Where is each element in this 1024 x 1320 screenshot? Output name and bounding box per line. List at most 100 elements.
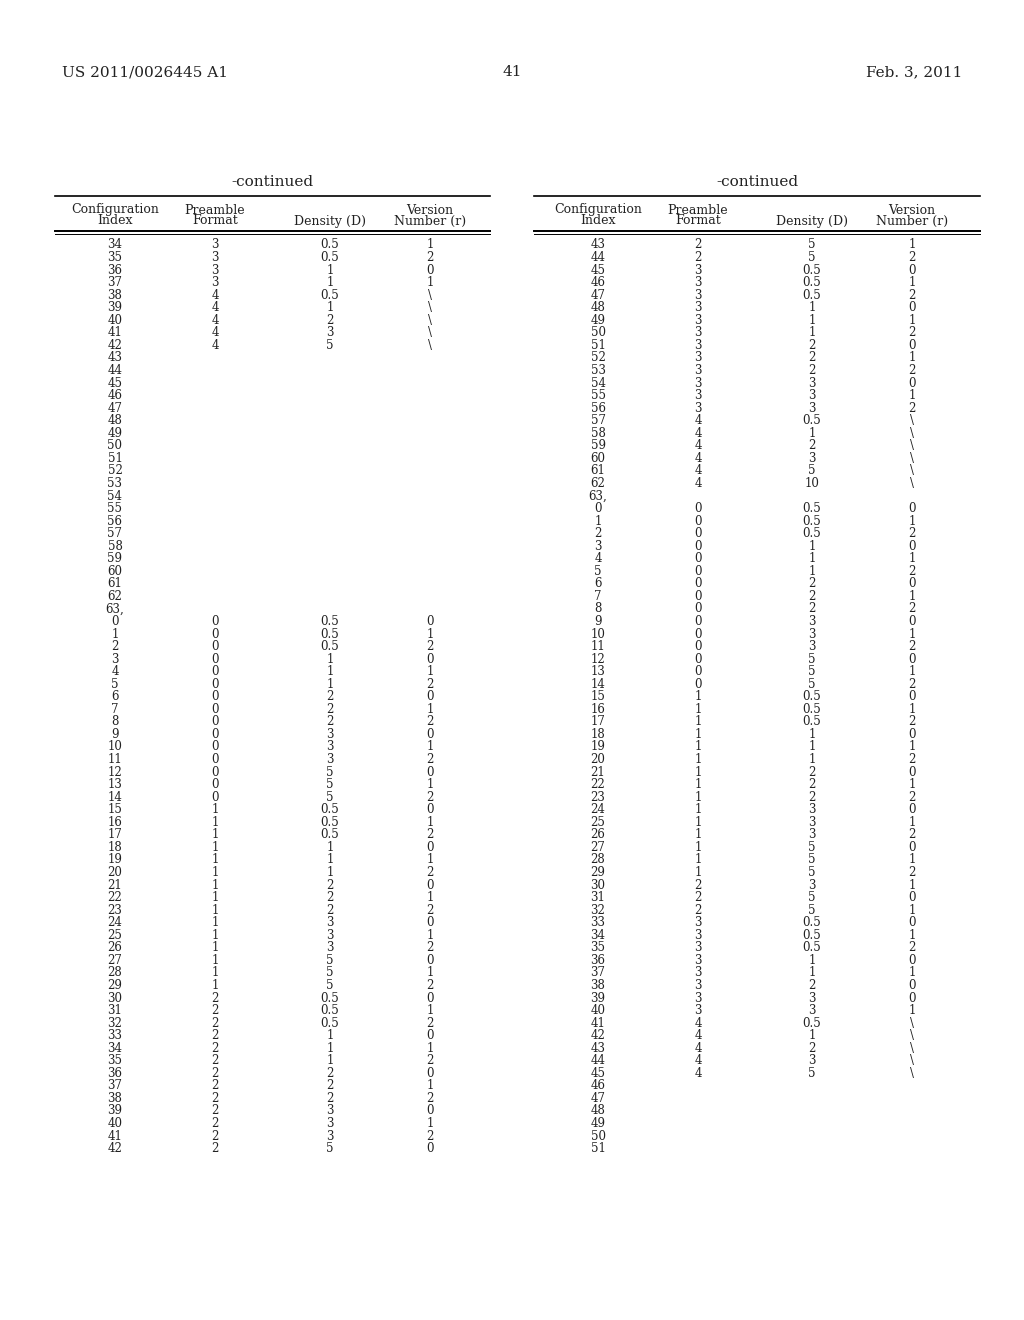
Text: 0: 0 [908, 954, 915, 966]
Text: 2: 2 [211, 1005, 219, 1016]
Text: 40: 40 [108, 314, 123, 327]
Text: 4: 4 [694, 426, 701, 440]
Text: 1: 1 [426, 891, 434, 904]
Text: 2: 2 [694, 251, 701, 264]
Text: 1: 1 [808, 966, 816, 979]
Text: -continued: -continued [231, 176, 313, 189]
Text: 3: 3 [694, 326, 701, 339]
Text: \: \ [428, 301, 432, 314]
Text: 1: 1 [327, 854, 334, 866]
Text: 8: 8 [112, 715, 119, 729]
Text: 2: 2 [808, 440, 816, 453]
Text: 34: 34 [108, 1041, 123, 1055]
Text: 2: 2 [426, 752, 434, 766]
Text: 2: 2 [908, 251, 915, 264]
Text: 1: 1 [211, 929, 219, 941]
Text: 2: 2 [808, 766, 816, 779]
Text: 1: 1 [426, 702, 434, 715]
Text: 0: 0 [694, 565, 701, 578]
Text: 0: 0 [908, 727, 915, 741]
Text: 0: 0 [211, 627, 219, 640]
Text: 25: 25 [591, 816, 605, 829]
Text: 60: 60 [108, 565, 123, 578]
Text: 34: 34 [108, 239, 123, 252]
Text: 0.5: 0.5 [321, 1016, 339, 1030]
Text: 56: 56 [108, 515, 123, 528]
Text: 5: 5 [808, 251, 816, 264]
Text: 2: 2 [908, 941, 915, 954]
Text: 1: 1 [908, 276, 915, 289]
Text: 63,: 63, [105, 602, 124, 615]
Text: 2: 2 [327, 1067, 334, 1080]
Text: 42: 42 [591, 1030, 605, 1043]
Text: 56: 56 [591, 401, 605, 414]
Text: 0: 0 [211, 677, 219, 690]
Text: 4: 4 [211, 289, 219, 302]
Text: 2: 2 [808, 364, 816, 378]
Text: 1: 1 [908, 627, 915, 640]
Text: \: \ [910, 1041, 914, 1055]
Text: 1: 1 [908, 702, 915, 715]
Text: 2: 2 [908, 602, 915, 615]
Text: 55: 55 [108, 502, 123, 515]
Text: 27: 27 [591, 841, 605, 854]
Text: 1: 1 [694, 816, 701, 829]
Text: 2: 2 [211, 1130, 219, 1143]
Text: 2: 2 [211, 1105, 219, 1118]
Text: 1: 1 [908, 552, 915, 565]
Text: 7: 7 [594, 590, 602, 603]
Text: 0.5: 0.5 [321, 991, 339, 1005]
Text: 3: 3 [808, 401, 816, 414]
Text: 41: 41 [108, 1130, 123, 1143]
Text: 2: 2 [808, 577, 816, 590]
Text: 30: 30 [108, 991, 123, 1005]
Text: 47: 47 [591, 1092, 605, 1105]
Text: 33: 33 [591, 916, 605, 929]
Text: 5: 5 [327, 966, 334, 979]
Text: 1: 1 [211, 841, 219, 854]
Text: 52: 52 [108, 465, 123, 478]
Text: 4: 4 [694, 440, 701, 453]
Text: 59: 59 [108, 552, 123, 565]
Text: Index: Index [97, 214, 133, 227]
Text: 2: 2 [694, 879, 701, 891]
Text: 24: 24 [591, 804, 605, 816]
Text: 0: 0 [426, 727, 434, 741]
Text: 2: 2 [908, 677, 915, 690]
Text: 2: 2 [694, 891, 701, 904]
Text: 12: 12 [591, 652, 605, 665]
Text: 1: 1 [211, 816, 219, 829]
Text: 17: 17 [108, 829, 123, 841]
Text: 1: 1 [694, 866, 701, 879]
Text: 2: 2 [327, 314, 334, 327]
Text: 0.5: 0.5 [321, 640, 339, 653]
Text: 13: 13 [108, 779, 123, 791]
Text: 12: 12 [108, 766, 123, 779]
Text: Number (r): Number (r) [394, 214, 466, 227]
Text: 5: 5 [808, 1067, 816, 1080]
Text: 1: 1 [426, 741, 434, 754]
Text: \: \ [910, 465, 914, 478]
Text: 0: 0 [908, 991, 915, 1005]
Text: 2: 2 [426, 251, 434, 264]
Text: 2: 2 [426, 1016, 434, 1030]
Text: 31: 31 [108, 1005, 123, 1016]
Text: 33: 33 [108, 1030, 123, 1043]
Text: 2: 2 [426, 941, 434, 954]
Text: 3: 3 [808, 991, 816, 1005]
Text: 3: 3 [211, 239, 219, 252]
Text: 48: 48 [591, 301, 605, 314]
Text: 1: 1 [426, 779, 434, 791]
Text: 1: 1 [327, 652, 334, 665]
Text: 0.5: 0.5 [321, 627, 339, 640]
Text: 5: 5 [327, 791, 334, 804]
Text: 14: 14 [108, 791, 123, 804]
Text: 48: 48 [108, 414, 123, 428]
Text: 5: 5 [808, 904, 816, 916]
Text: 5: 5 [327, 779, 334, 791]
Text: 1: 1 [808, 552, 816, 565]
Text: 30: 30 [591, 879, 605, 891]
Text: 34: 34 [591, 929, 605, 941]
Text: 3: 3 [694, 941, 701, 954]
Text: 2: 2 [426, 677, 434, 690]
